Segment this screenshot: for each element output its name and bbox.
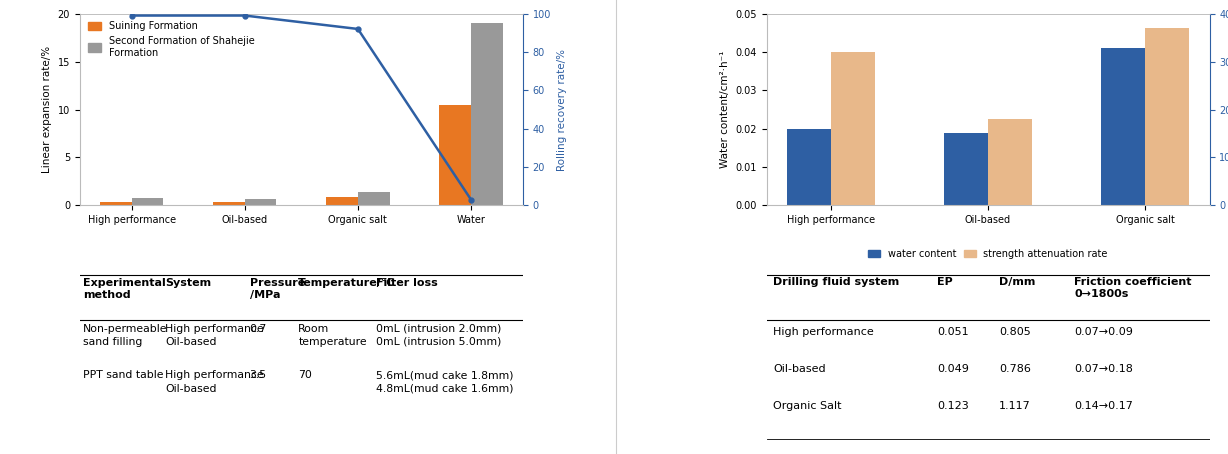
Text: Organic Salt: Organic Salt [774,401,841,411]
Bar [440,105,472,206]
Bar [99,202,131,206]
Text: Room
temperature: Room temperature [298,324,367,347]
Text: 0.14→0.17: 0.14→0.17 [1074,401,1133,411]
Bar [989,119,1032,206]
Text: 3.5: 3.5 [249,370,266,394]
Bar [244,199,276,206]
Bar [131,198,163,206]
Text: Non-permeable
sand filling: Non-permeable sand filling [84,324,168,347]
Text: 0.051: 0.051 [937,327,969,337]
Text: 0.805: 0.805 [1000,327,1030,337]
Text: 1.117: 1.117 [1000,401,1030,411]
Bar [472,23,502,206]
Bar [1146,28,1190,206]
Y-axis label: Water content/cm²·h⁻¹: Water content/cm²·h⁻¹ [720,51,729,168]
Text: Filter loss: Filter loss [376,278,437,288]
Bar [357,192,389,206]
Text: High performance
Oil-based: High performance Oil-based [166,324,264,347]
Text: 0mL (intrusion 2.0mm)
0mL (intrusion 5.0mm): 0mL (intrusion 2.0mm) 0mL (intrusion 5.0… [376,324,501,347]
Text: Drilling fluid system: Drilling fluid system [774,277,899,287]
Y-axis label: Rolling recovery rate/%: Rolling recovery rate/% [556,49,566,171]
Bar [830,52,874,206]
Text: Experimental
method: Experimental method [84,278,166,300]
Text: D/mm: D/mm [1000,277,1035,287]
Text: System: System [166,278,211,288]
Text: PPT sand table: PPT sand table [84,370,163,380]
Text: 0.786: 0.786 [1000,364,1032,374]
Text: High performance
Oil-based: High performance Oil-based [166,370,264,394]
Text: 0.123: 0.123 [937,401,969,411]
Y-axis label: Linear expansion rate/%: Linear expansion rate/% [42,46,52,173]
Text: 0.07→0.09: 0.07→0.09 [1074,327,1133,337]
Text: High performance: High performance [774,327,874,337]
Bar [1102,48,1146,206]
Bar [214,202,244,206]
Text: Friction coefficient
0→1800s: Friction coefficient 0→1800s [1074,277,1192,299]
Text: 0.07→0.18: 0.07→0.18 [1074,364,1133,374]
Text: 0.7: 0.7 [249,324,266,347]
Bar [944,133,989,206]
Text: EP: EP [937,277,953,287]
Legend: Suining Formation, Second Formation of Shahejie
Formation: Suining Formation, Second Formation of S… [85,19,258,61]
Bar [327,197,357,206]
Text: 5.6mL(mud cake 1.8mm)
4.8mL(mud cake 1.6mm): 5.6mL(mud cake 1.8mm) 4.8mL(mud cake 1.6… [376,370,513,394]
Bar [787,129,830,206]
Legend: water content, strength attenuation rate: water content, strength attenuation rate [865,245,1111,262]
Text: 70: 70 [298,370,312,394]
Text: Temperature/℃: Temperature/℃ [298,278,395,288]
Text: 0.049: 0.049 [937,364,969,374]
Text: Pressure
/MPa: Pressure /MPa [249,278,305,300]
Text: Oil-based: Oil-based [774,364,825,374]
